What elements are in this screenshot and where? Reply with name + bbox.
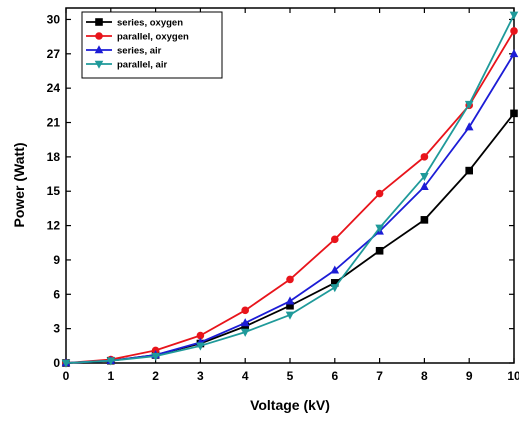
y-tick-label: 12 xyxy=(47,219,61,233)
series-parallel-air xyxy=(61,11,519,368)
data-point-series-oxygen xyxy=(510,109,518,118)
legend-box xyxy=(81,11,223,79)
y-tick-label: 15 xyxy=(47,184,61,198)
x-tick-label: 6 xyxy=(331,369,338,383)
data-point-series-air xyxy=(330,265,340,274)
data-point-parallel-oxygen xyxy=(196,331,205,340)
data-point-parallel-air xyxy=(420,173,429,182)
legend-label: parallel, oxygen xyxy=(117,32,189,43)
x-tick-label: 7 xyxy=(376,369,383,383)
legend-label: parallel, air xyxy=(117,60,167,71)
data-point-series-air xyxy=(464,122,474,131)
y-tick-label: 30 xyxy=(47,12,61,26)
legend-swatch-marker xyxy=(95,32,103,40)
legend-item-series-air: series, air xyxy=(86,45,162,57)
y-axis-title: Power (Watt) xyxy=(11,142,27,227)
y-tick-label: 6 xyxy=(53,287,60,301)
legend-item-parallel-oxygen: parallel, oxygen xyxy=(86,32,189,43)
x-tick-label: 3 xyxy=(197,369,204,383)
data-point-series-air xyxy=(509,49,519,58)
legend-swatch-marker xyxy=(94,60,104,69)
data-point-parallel-air xyxy=(375,224,384,233)
x-axis-title: Voltage (kV) xyxy=(250,397,330,413)
data-point-parallel-air xyxy=(330,284,340,293)
legend-label: series, oxygen xyxy=(117,18,183,29)
data-point-parallel-air xyxy=(61,359,71,368)
data-point-series-oxygen xyxy=(375,246,384,255)
x-tick-label: 2 xyxy=(152,369,159,383)
legend-swatch-marker xyxy=(95,18,103,26)
data-point-parallel-air xyxy=(106,357,116,366)
x-tick-label: 10 xyxy=(507,369,519,383)
x-tick-label: 0 xyxy=(63,369,70,383)
y-tick-label: 27 xyxy=(47,47,61,61)
data-point-parallel-air xyxy=(196,342,205,351)
data-point-series-air xyxy=(420,181,429,190)
legend-item-parallel-air: parallel, air xyxy=(86,60,167,71)
data-point-series-oxygen xyxy=(286,301,294,310)
data-point-parallel-oxygen xyxy=(331,235,339,244)
data-point-series-oxygen xyxy=(331,279,339,287)
x-tick-label: 9 xyxy=(466,369,473,383)
legend-item-series-oxygen: series, oxygen xyxy=(86,18,183,29)
data-point-parallel-air xyxy=(464,100,474,109)
x-tick-label: 4 xyxy=(242,369,249,383)
x-tick-label: 5 xyxy=(287,369,294,383)
legend: series, oxygen parallel, oxygen series, ai… xyxy=(81,11,223,79)
legend-label: series, air xyxy=(117,46,162,57)
x-tick-label: 8 xyxy=(421,369,428,383)
y-tick-label: 9 xyxy=(53,253,60,267)
data-point-parallel-air xyxy=(240,328,250,337)
data-point-series-oxygen xyxy=(241,322,249,331)
y-tick-label: 24 xyxy=(47,81,61,95)
data-point-parallel-air xyxy=(285,311,295,320)
legend-swatch-marker xyxy=(94,45,104,54)
data-point-parallel-oxygen xyxy=(241,306,249,315)
series-line-series-oxygen xyxy=(65,112,515,364)
data-point-parallel-air xyxy=(151,352,160,361)
data-point-series-oxygen xyxy=(465,166,473,175)
data-point-parallel-air xyxy=(509,11,519,20)
data-point-parallel-oxygen xyxy=(375,189,384,198)
x-tick-label: 1 xyxy=(107,369,114,383)
data-point-series-air xyxy=(285,296,295,305)
y-tick-label: 21 xyxy=(47,116,61,130)
data-point-series-oxygen xyxy=(420,216,429,224)
data-point-parallel-oxygen xyxy=(286,275,294,284)
data-point-parallel-oxygen xyxy=(420,153,429,161)
series-series-oxygen xyxy=(62,109,518,367)
y-tick-label: 3 xyxy=(53,322,60,336)
data-point-series-air xyxy=(240,318,250,327)
y-tick-label: 18 xyxy=(47,150,61,164)
data-point-parallel-oxygen xyxy=(510,27,518,35)
y-tick-label: 0 xyxy=(53,356,60,370)
series-layer xyxy=(61,11,519,368)
